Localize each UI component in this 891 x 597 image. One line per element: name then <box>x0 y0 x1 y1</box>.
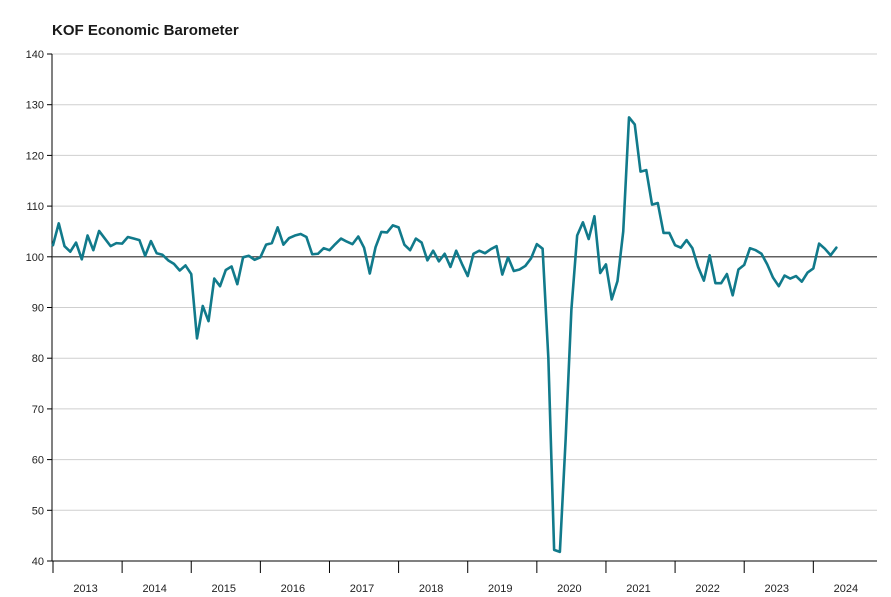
x-tick-label: 2024 <box>834 583 858 595</box>
y-tick-label: 60 <box>32 455 44 467</box>
x-tick-label: 2013 <box>73 583 97 595</box>
x-tick-label: 2021 <box>626 583 650 595</box>
series-group <box>51 116 838 554</box>
x-axis: 2013 2014 2015 2016 2017 2018 2019 2020 2021 2022… <box>52 560 877 595</box>
x-tick-label: 2019 <box>488 583 512 595</box>
y-tick-label: 110 <box>26 201 44 213</box>
y-tick-label: 70 <box>32 404 44 416</box>
y-tick-label: 100 <box>26 252 44 264</box>
chart-title: KOF Economic Barometer <box>52 22 239 39</box>
y-tick-label: 130 <box>26 100 44 112</box>
y-tick-label: 40 <box>32 556 44 568</box>
gridlines <box>52 53 877 511</box>
y-tick-label: 80 <box>32 353 44 365</box>
y-axis: 40 50 60 70 80 90 100 110 120 130 140 <box>26 49 53 568</box>
x-tick-label: 2018 <box>419 583 443 595</box>
x-tick-label: 2015 <box>212 583 236 595</box>
y-tick-label: 50 <box>32 505 44 517</box>
y-tick-label: 120 <box>26 150 44 162</box>
y-tick-label: 140 <box>26 49 44 61</box>
y-tick-label: 90 <box>32 303 44 315</box>
x-tick-label: 2020 <box>557 583 581 595</box>
x-tick-label: 2023 <box>765 583 789 595</box>
x-tick-label: 2017 <box>350 583 374 595</box>
x-tick-label: 2014 <box>142 583 166 595</box>
series-line <box>51 116 838 554</box>
x-tick-label: 2022 <box>695 583 719 595</box>
x-tick-label: 2016 <box>281 583 305 595</box>
